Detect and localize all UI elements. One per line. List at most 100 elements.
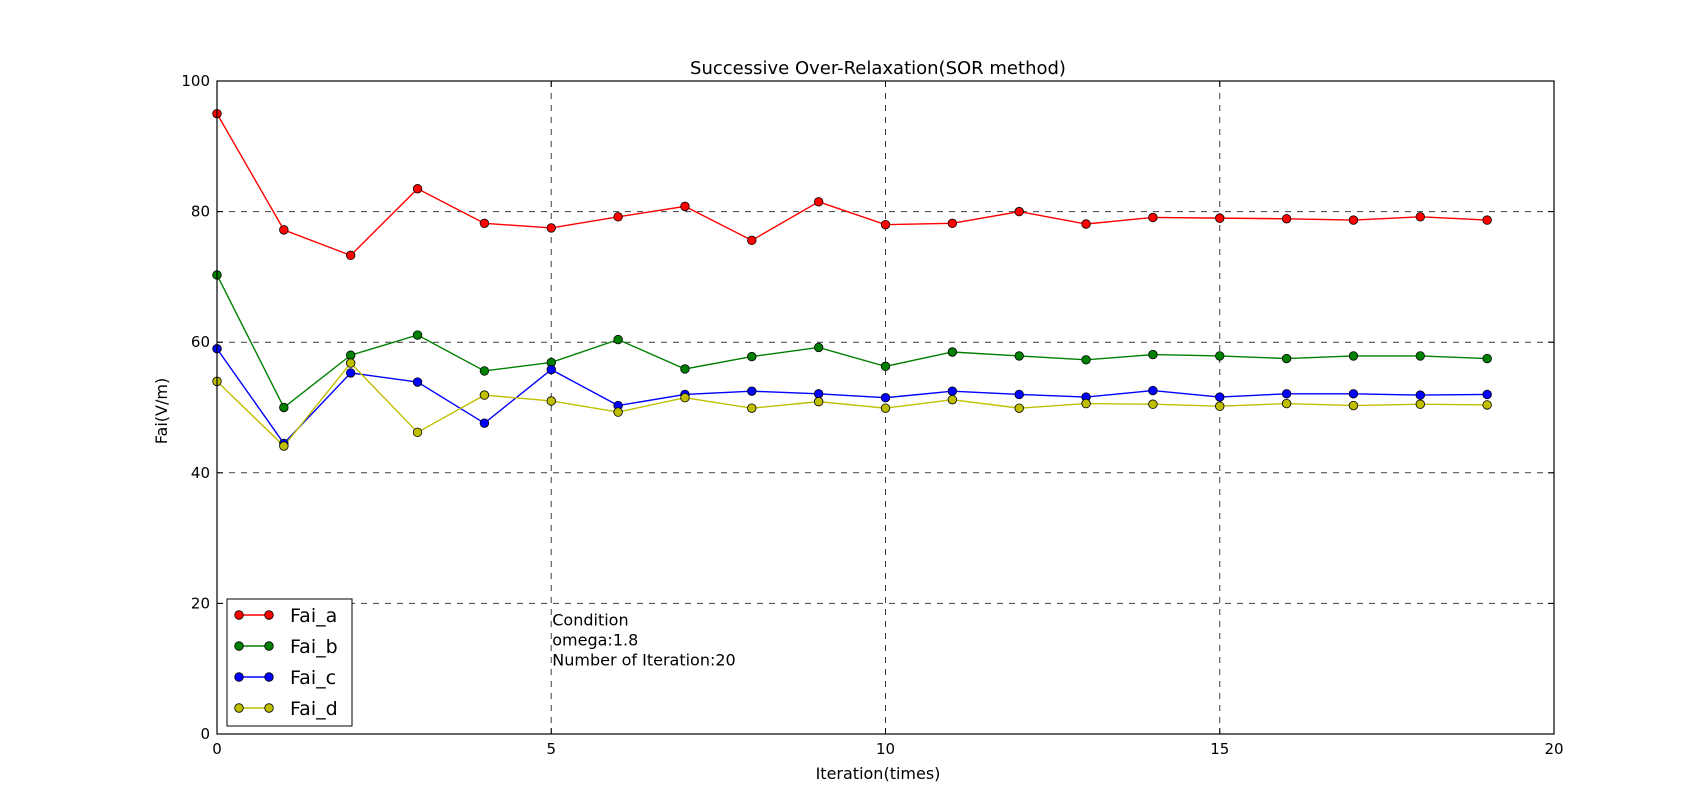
data-point-fai-a	[279, 225, 289, 235]
data-point-fai-c	[479, 418, 490, 428]
data-point-fai-d	[279, 441, 289, 451]
data-point-fai-b	[813, 342, 824, 353]
data-point-fai-b	[1081, 355, 1091, 365]
data-point-fai-d	[1415, 399, 1426, 409]
legend-label: Fai_d	[290, 698, 338, 720]
series-line-fai-d	[216, 362, 1488, 448]
legend-marker	[264, 610, 274, 620]
data-point-fai-b	[1482, 353, 1492, 364]
data-point-fai-c	[412, 377, 423, 387]
annotation-line: omega:1.8	[552, 630, 638, 649]
data-point-fai-b	[279, 402, 289, 413]
legend-label: Fai_c	[290, 667, 336, 689]
legend-marker	[264, 703, 274, 713]
data-point-fai-c	[1482, 389, 1492, 400]
data-point-fai-d	[412, 427, 423, 438]
data-point-fai-d	[479, 390, 490, 400]
data-point-fai-c	[813, 389, 824, 399]
legend-frame	[226, 598, 353, 727]
data-point-fai-c	[1215, 392, 1225, 402]
data-point-fai-a	[680, 201, 690, 212]
data-point-fai-d	[880, 403, 891, 413]
series-line-fai-b	[216, 274, 1488, 409]
data-point-fai-b	[1348, 351, 1359, 361]
data-point-fai-a	[1148, 212, 1158, 223]
y-tick-label: 100	[181, 72, 210, 90]
data-point-fai-c	[1014, 389, 1024, 400]
x-tick-label: 20	[1544, 740, 1563, 758]
data-point-fai-b	[680, 364, 690, 374]
annotation-line: Condition	[552, 610, 628, 629]
y-axis-label: Fai(V/m)	[152, 378, 171, 444]
legend: Fai_a Fai_b Fai_c Fai_d	[226, 598, 353, 727]
data-point-fai-a	[412, 184, 423, 194]
x-tick-label: 15	[1210, 740, 1229, 758]
data-point-fai-b	[346, 350, 356, 360]
x-tick-label: 0	[212, 740, 222, 758]
legend-marker	[234, 703, 244, 713]
plot-area: 0 5 10 15 20 0 20 40 60 80 100 Conditionomega:1.8Nu…	[181, 72, 1563, 758]
x-axis-label: Iteration(times)	[816, 764, 941, 783]
data-point-fai-d	[1482, 400, 1492, 410]
data-point-fai-a	[1415, 212, 1426, 222]
legend-entry: Fai_a	[234, 605, 337, 627]
y-tick-label: 80	[191, 203, 210, 221]
data-point-fai-d	[546, 396, 556, 406]
data-point-fai-d	[680, 393, 690, 403]
data-point-fai-d	[1148, 399, 1158, 409]
legend-marker	[234, 641, 244, 651]
data-point-fai-d	[947, 394, 958, 405]
data-point-fai-d	[1014, 403, 1024, 413]
data-point-fai-a	[613, 212, 623, 222]
data-point-fai-b	[747, 351, 757, 362]
data-point-fai-c	[747, 386, 757, 396]
y-tick-label: 40	[191, 464, 210, 482]
data-point-fai-d	[1348, 400, 1359, 411]
y-tick-label: 60	[191, 333, 210, 351]
data-point-fai-b	[613, 334, 623, 345]
data-point-fai-a	[1081, 219, 1091, 229]
legend-entry: Fai_c	[234, 667, 336, 689]
legend-marker	[234, 672, 244, 682]
series-line-fai-c	[216, 348, 1488, 445]
data-point-fai-a	[346, 250, 356, 261]
data-point-fai-a	[747, 235, 757, 246]
x-tick-label: 5	[546, 740, 556, 758]
legend-marker	[234, 610, 244, 620]
series-line-fai-a	[216, 113, 1488, 257]
data-point-fai-c	[1148, 385, 1158, 396]
data-point-fai-a	[1348, 215, 1359, 225]
legend-marker	[264, 641, 274, 651]
data-point-fai-a	[880, 219, 891, 230]
data-point-fai-d	[1081, 398, 1091, 409]
data-point-fai-a	[1281, 214, 1292, 224]
data-point-fai-b	[1014, 351, 1024, 361]
data-point-fai-d	[1281, 398, 1292, 409]
data-point-fai-a	[479, 218, 490, 229]
data-point-fai-a	[1482, 215, 1492, 225]
chart-title: Successive Over-Relaxation(SOR method)	[690, 58, 1066, 79]
legend-entry: Fai_b	[234, 636, 338, 658]
legend-marker	[264, 672, 274, 682]
data-point-fai-d	[613, 407, 623, 417]
y-tick-label: 20	[191, 594, 210, 612]
data-point-fai-b	[412, 330, 423, 340]
data-point-fai-c	[1281, 389, 1292, 399]
data-point-fai-a	[1014, 206, 1024, 217]
legend-entry: Fai_d	[234, 698, 338, 720]
data-point-fai-b	[1415, 351, 1426, 361]
data-point-fai-b	[1148, 349, 1158, 360]
data-point-fai-c	[880, 393, 891, 403]
data-point-fai-c	[1415, 390, 1426, 400]
data-point-fai-d	[1215, 401, 1225, 411]
data-point-fai-b	[880, 361, 891, 372]
annotation-line: Number of Iteration:20	[552, 650, 735, 669]
data-point-fai-d	[813, 396, 824, 407]
data-point-fai-d	[346, 358, 356, 368]
data-point-fai-d	[747, 403, 757, 413]
data-point-fai-c	[947, 386, 958, 396]
data-point-fai-c	[346, 368, 356, 378]
data-point-fai-a	[546, 223, 556, 233]
